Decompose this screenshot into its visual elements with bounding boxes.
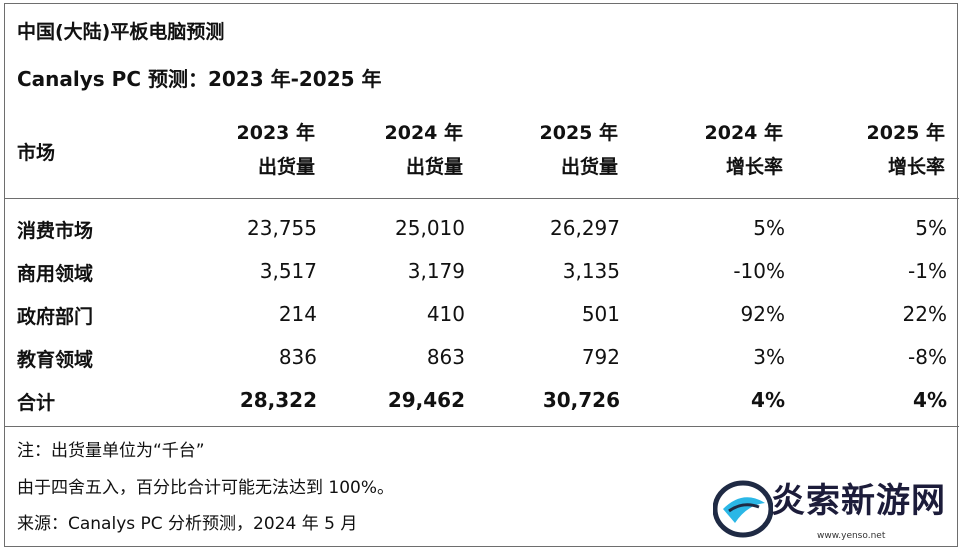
table-cell: 501 bbox=[581, 302, 620, 326]
table-cell: 92% bbox=[740, 302, 785, 326]
table-cell: 863 bbox=[426, 345, 465, 369]
table-cell: 5% bbox=[915, 216, 947, 240]
market-column-header: 市场 bbox=[17, 142, 56, 164]
total-cell: 30,726 bbox=[542, 388, 620, 412]
table-cell: 23,755 bbox=[247, 216, 317, 240]
table-cell: 3,517 bbox=[259, 259, 317, 283]
brand-logo-icon bbox=[713, 480, 773, 538]
source-note: 来源：Canalys PC 分析预测，2024 年 5 月 bbox=[17, 514, 358, 534]
table-cell: 836 bbox=[278, 345, 317, 369]
total-cell: 28,322 bbox=[239, 388, 317, 412]
table-cell: 792 bbox=[581, 345, 620, 369]
table-cell: -10% bbox=[733, 259, 785, 283]
watermark-url: www.yenso.net bbox=[817, 531, 886, 541]
table-row: 政府部门 214 410 501 92% 22% bbox=[5, 296, 959, 336]
watermark-logo: 炎索新游网 www.yenso.net bbox=[713, 471, 958, 546]
page-title: 中国(大陆)平板电脑预测 bbox=[17, 21, 225, 43]
column-header-2024-shipments: 2024 年 出货量 bbox=[384, 122, 464, 178]
table-cell: 5% bbox=[753, 216, 785, 240]
total-cell: 4% bbox=[913, 388, 947, 412]
rounding-note: 由于四舍五入，百分比合计可能无法达到 100%。 bbox=[17, 478, 395, 498]
table-row: 商用领域 3,517 3,179 3,135 -10% -1% bbox=[5, 253, 959, 293]
table-cell: 26,297 bbox=[550, 216, 620, 240]
column-header-2025-shipments: 2025 年 出货量 bbox=[539, 122, 619, 178]
table-cell: -8% bbox=[908, 345, 947, 369]
row-label: 商用领域 bbox=[17, 263, 94, 285]
table-row: 消费市场 23,755 25,010 26,297 5% 5% bbox=[5, 210, 959, 250]
row-label: 政府部门 bbox=[17, 306, 94, 328]
table-cell: 3,179 bbox=[407, 259, 465, 283]
row-label: 教育领域 bbox=[17, 349, 94, 371]
table-cell: 22% bbox=[902, 302, 947, 326]
total-label: 合计 bbox=[17, 392, 56, 414]
column-header-2025-growth: 2025 年 增长率 bbox=[866, 122, 946, 178]
column-header-2024-growth: 2024 年 增长率 bbox=[704, 122, 784, 178]
row-label: 消费市场 bbox=[17, 220, 94, 242]
table-cell: 410 bbox=[426, 302, 465, 326]
footer-divider bbox=[5, 426, 959, 427]
total-cell: 29,462 bbox=[387, 388, 465, 412]
header-divider bbox=[5, 198, 959, 199]
table-total-row: 合计 28,322 29,462 30,726 4% 4% bbox=[5, 382, 959, 422]
forecast-card: 中国(大陆)平板电脑预测 Canalys PC 预测：2023 年-2025 年… bbox=[4, 3, 959, 547]
table-cell: 25,010 bbox=[395, 216, 465, 240]
unit-note: 注：出货量单位为“千台” bbox=[17, 441, 205, 461]
page-subtitle: Canalys PC 预测：2023 年-2025 年 bbox=[17, 67, 382, 91]
table-row: 教育领域 836 863 792 3% -8% bbox=[5, 339, 959, 379]
table-cell: 3,135 bbox=[562, 259, 620, 283]
table-cell: -1% bbox=[908, 259, 947, 283]
total-cell: 4% bbox=[751, 388, 785, 412]
table-cell: 214 bbox=[278, 302, 317, 326]
watermark-text: 炎索新游网 bbox=[771, 481, 946, 521]
column-header-2023-shipments: 2023 年 出货量 bbox=[236, 122, 316, 178]
table-cell: 3% bbox=[753, 345, 785, 369]
